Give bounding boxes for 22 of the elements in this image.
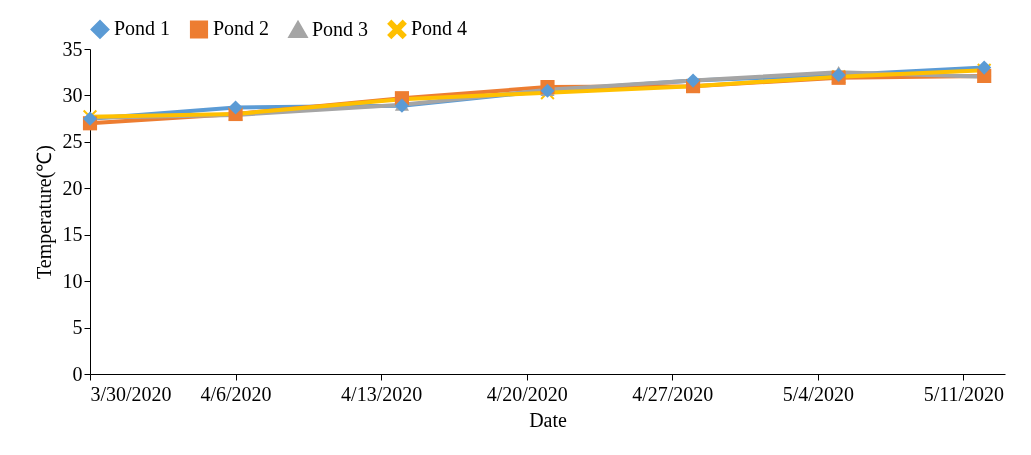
y-axis-title: Temperature(℃) — [32, 144, 56, 280]
x-tick-label: 5/4/2020 — [782, 382, 854, 405]
y-tick-label: 5 — [72, 316, 83, 339]
x-tick-label: 4/13/2020 — [341, 382, 423, 405]
y-tick-label: 35 — [62, 37, 83, 60]
x-tick-label: 4/27/2020 — [632, 382, 714, 405]
legend-label: Pond 1 — [114, 17, 171, 40]
y-tick-label: 20 — [62, 176, 83, 199]
x-axis-title: Date — [529, 408, 567, 431]
legend-label: Pond 4 — [411, 17, 468, 40]
legend-label: Pond 3 — [312, 17, 369, 40]
y-tick-label: 30 — [62, 83, 83, 106]
legend-label: Pond 2 — [213, 17, 270, 40]
y-tick-label: 0 — [72, 362, 83, 385]
point — [228, 100, 243, 115]
y-tick-label: 25 — [62, 130, 83, 153]
y-tick-label: 15 — [62, 223, 83, 246]
x-tick-label: 5/11/2020 — [923, 382, 1005, 405]
x-tick-label: 3/30/2020 — [90, 382, 172, 405]
x-tick-label: 4/20/2020 — [486, 382, 568, 405]
y-tick-label: 10 — [62, 269, 83, 292]
x-tick-label: 4/6/2020 — [200, 382, 272, 405]
